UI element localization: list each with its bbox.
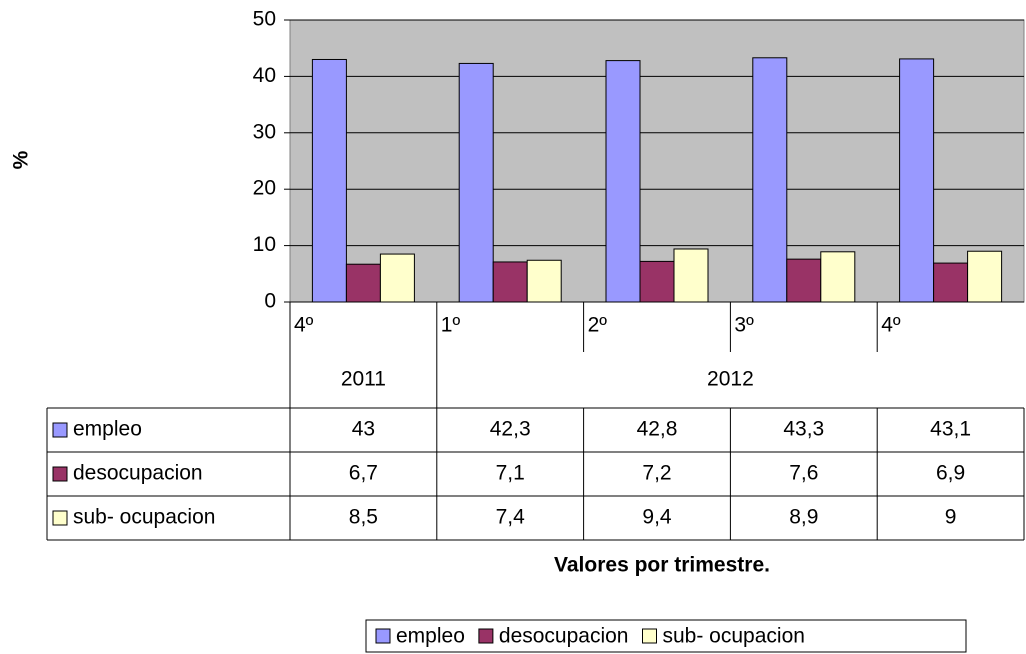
x-tick-label: 4º [881,314,901,337]
legend-key [478,628,494,644]
bar [933,262,969,303]
bar [345,263,381,303]
table-value: 7,4 [496,506,526,529]
table-value: 8,9 [789,506,818,529]
bar [526,259,562,303]
table-value: 6,7 [349,462,378,485]
table-key [52,510,68,526]
table-key [52,466,68,482]
y-tick-label: 30 [253,120,276,143]
table-value: 9,4 [642,506,672,529]
y-tick-label: 0 [264,290,276,313]
group-label: 2012 [707,368,754,391]
table-key [52,422,68,438]
legend-label: desocupacion [499,625,629,648]
table-value: 6,9 [936,462,965,485]
table-series-name: empleo [73,418,142,441]
legend-key [642,628,657,644]
table-value: 43,1 [930,418,971,441]
bar [379,253,415,303]
table-value: 8,5 [349,506,378,529]
table-value: 43 [352,418,375,441]
bar [492,261,528,303]
x-tick-label: 4º [294,314,314,337]
x-tick-label: 2º [588,314,608,337]
bar [605,60,641,303]
y-tick-label: 20 [253,177,276,200]
table-series-name: desocupacion [73,462,203,485]
x-axis-label: Valores por trimestre. [554,554,770,577]
y-tick-label: 40 [253,64,276,87]
legend-key [375,628,391,644]
legend-label: empleo [396,625,465,648]
bar [967,250,1003,303]
bar [752,57,788,303]
bar [458,62,494,303]
y-axis-label: % [10,150,33,169]
table-value: 42,3 [490,418,531,441]
legend-box [365,619,967,653]
table-value: 42,8 [637,418,678,441]
bar [899,58,935,303]
bar [673,248,709,303]
table-value: 7,6 [789,462,818,485]
x-tick-label: 1º [441,314,461,337]
legend-label: sub- ocupacion [663,625,805,648]
bar [786,258,822,303]
bar [820,251,856,303]
table-value: 7,1 [496,462,525,485]
y-tick-label: 50 [253,8,276,31]
table-value: 7,2 [642,462,671,485]
y-tick-label: 10 [253,233,276,256]
x-tick-label: 3º [734,314,754,337]
table-value: 43,3 [783,418,824,441]
group-label: 2011 [341,368,386,391]
bar [311,58,347,303]
bar [639,260,675,303]
table-value: 9 [945,506,957,529]
table-series-name: sub- ocupacion [73,506,215,529]
